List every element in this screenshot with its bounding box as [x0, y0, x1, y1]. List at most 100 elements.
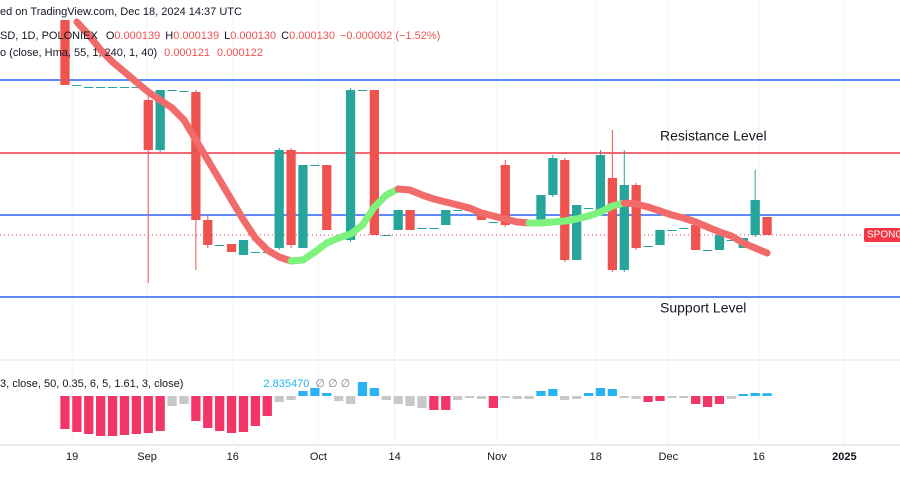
candle-body: [119, 87, 130, 88]
candle-body: [595, 155, 606, 210]
oscillator-bar: [643, 396, 653, 402]
indicator-legend: o (close, Hma, 55, 1, 240, 1, 40) 0.00012…: [0, 47, 263, 59]
oscillator-bar: [631, 396, 641, 399]
x-tick-label: Nov: [487, 451, 507, 463]
candle-body: [667, 230, 677, 231]
oscillator-bar: [548, 389, 558, 396]
candle-body: [631, 185, 641, 248]
oscillator-bar: [572, 396, 582, 399]
oscillator-bar: [405, 396, 415, 406]
candle-body: [381, 235, 391, 236]
oscillator-bar: [560, 396, 570, 400]
candle-body: [500, 165, 510, 225]
candle-body: [607, 178, 618, 270]
price-tag-box: [864, 228, 900, 242]
candle-body: [310, 165, 320, 166]
oscillator-bar: [357, 382, 368, 396]
legend-key: O: [106, 30, 115, 42]
oscillator-bar: [524, 396, 534, 399]
candle-body: [560, 160, 570, 260]
candle-body: [226, 244, 237, 252]
candle-body: [191, 92, 201, 220]
hma-segment: [358, 203, 378, 229]
oscillator-name: 3, close, 50, 0.35, 6, 5, 1.61, 3, close…: [0, 378, 183, 390]
oscillator-bar: [238, 396, 249, 432]
oscillator-bar: [441, 396, 451, 410]
oscillator-bar: [250, 396, 261, 426]
candle-body: [274, 150, 284, 248]
candle-body: [702, 250, 713, 251]
oscillator-flags: ∅ ∅ ∅: [315, 378, 350, 390]
candle-body: [215, 245, 225, 246]
hma-segment: [228, 196, 247, 224]
candle-body: [643, 246, 653, 247]
oscillator-bar: [298, 391, 308, 396]
oscillator-bar: [226, 396, 237, 433]
oscillator-bar: [702, 396, 713, 407]
x-tick-label: 2025: [832, 451, 856, 463]
oscillator-bar: [762, 393, 772, 396]
legend-key: H: [165, 30, 173, 42]
oscillator-bar: [750, 393, 760, 396]
oscillator-bar: [155, 396, 165, 431]
oscillator-bar: [119, 396, 130, 435]
legend-value: 0.000130: [230, 30, 276, 42]
oscillator-bar: [476, 396, 487, 399]
candle-body: [429, 228, 439, 229]
oscillator-bar: [488, 396, 499, 408]
oscillator-bar: [334, 396, 344, 401]
oscillator-bar: [167, 396, 177, 406]
oscillator-bar: [107, 396, 118, 436]
candle-body: [619, 185, 629, 270]
oscillator-bar: [619, 396, 629, 398]
oscillator-bar: [72, 396, 82, 432]
legend-change: −0.000002 (−1.52%): [340, 30, 440, 42]
oscillator-bar: [679, 396, 689, 398]
candle-body: [250, 252, 261, 253]
oscillator-bar: [655, 396, 665, 401]
candle-body: [488, 222, 499, 223]
candle-body: [203, 220, 213, 245]
oscillator-bar: [179, 396, 189, 404]
candle-body: [369, 90, 380, 235]
indicator-value: 0.000122: [217, 47, 263, 59]
candle-body: [84, 87, 94, 88]
hma-segment: [180, 116, 200, 144]
candle-body: [60, 20, 70, 85]
candle-body: [762, 217, 772, 235]
price-tag: SPONG: [867, 230, 900, 241]
candle-body: [72, 85, 82, 86]
legend-line: SD, 1D, POLONIEX O0.000139 H0.000139 L0.000…: [0, 30, 440, 42]
hma-segment: [751, 244, 771, 257]
x-tick-label: Oct: [310, 451, 327, 463]
candle-body: [417, 228, 427, 229]
candle-body: [405, 210, 415, 230]
candle-body: [298, 165, 308, 248]
candle-body: [750, 200, 760, 235]
oscillator-bar: [274, 396, 284, 402]
candle-body: [572, 205, 582, 260]
candle-body: [167, 90, 177, 91]
annotation: Support Level: [660, 300, 746, 316]
oscillator-bar: [191, 396, 201, 421]
candle-body: [107, 87, 118, 88]
candle-body: [143, 100, 153, 150]
oscillator-bar: [667, 396, 677, 398]
candle-body: [536, 195, 546, 222]
oscillator-legend: 3, close, 50, 0.35, 6, 5, 1.61, 3, close…: [0, 378, 350, 390]
x-tick-label: 19: [66, 451, 78, 463]
oscillator-bar: [60, 396, 70, 429]
oscillator-bar: [393, 396, 403, 404]
source: ed on TradingView.com, Dec 18, 2024 14:3…: [0, 6, 242, 18]
candle-body: [583, 208, 594, 209]
oscillator-bar: [691, 396, 701, 404]
candle-body: [548, 158, 558, 195]
candle-body: [131, 87, 142, 88]
legend-value: 0.000130: [289, 30, 335, 42]
candle-body: [322, 165, 332, 230]
oscillator-bar: [322, 393, 332, 396]
oscillator-bar: [262, 396, 272, 416]
x-tick-label: 14: [388, 451, 400, 463]
oscillator-bar: [726, 396, 737, 399]
candle-body: [155, 90, 165, 150]
